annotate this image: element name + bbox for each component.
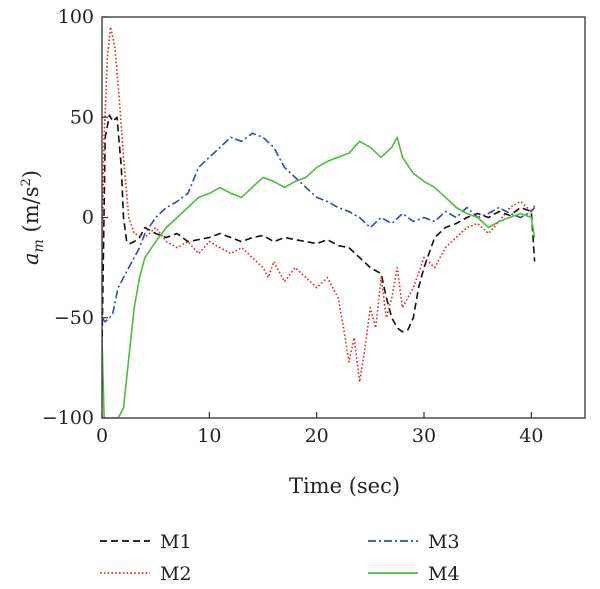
y-tick-label: 0 [82, 207, 94, 229]
legend-label: M1 [160, 531, 192, 553]
y-axis-label-symbol: a [19, 252, 43, 265]
plot-frame [101, 16, 586, 419]
legend-label: M2 [160, 563, 192, 585]
series-layer [102, 26, 536, 418]
series-line-m1 [102, 114, 536, 348]
x-tick-label: 30 [412, 425, 436, 447]
legend-item-m4: M4 [368, 563, 460, 585]
y-axis-label-unit-close: ) [19, 170, 43, 178]
legend-label: M3 [428, 531, 460, 553]
y-axis-label-unit-exponent: 2 [19, 178, 34, 186]
series-line-m3 [102, 132, 536, 323]
legend: M1 M2 M3 M4 [100, 531, 460, 585]
y-axis-label-subscript: m [31, 239, 47, 252]
y-tick-label: 100 [58, 6, 94, 28]
x-tick-label: 10 [197, 425, 221, 447]
x-tick-label: 40 [519, 425, 543, 447]
legend-label: M4 [428, 563, 460, 585]
legend-item-m1: M1 [100, 531, 192, 553]
series-line-m4 [102, 136, 536, 418]
y-axis-label-unit: (m/s [19, 187, 43, 240]
x-tick-label: 0 [96, 425, 108, 447]
x-axis-label: Time (sec) [289, 474, 400, 498]
series-line-m2 [102, 26, 536, 383]
ticks-layer: 0 10 20 30 40 −100 −50 0 50 100 [42, 6, 544, 447]
legend-item-m3: M3 [368, 531, 460, 553]
y-tick-label: −50 [54, 307, 94, 329]
y-axis-label: am (m/s2) [19, 170, 47, 265]
legend-item-m2: M2 [100, 563, 192, 585]
y-tick-label: −100 [42, 407, 94, 429]
x-tick-label: 20 [305, 425, 329, 447]
y-tick-label: 50 [70, 106, 94, 128]
